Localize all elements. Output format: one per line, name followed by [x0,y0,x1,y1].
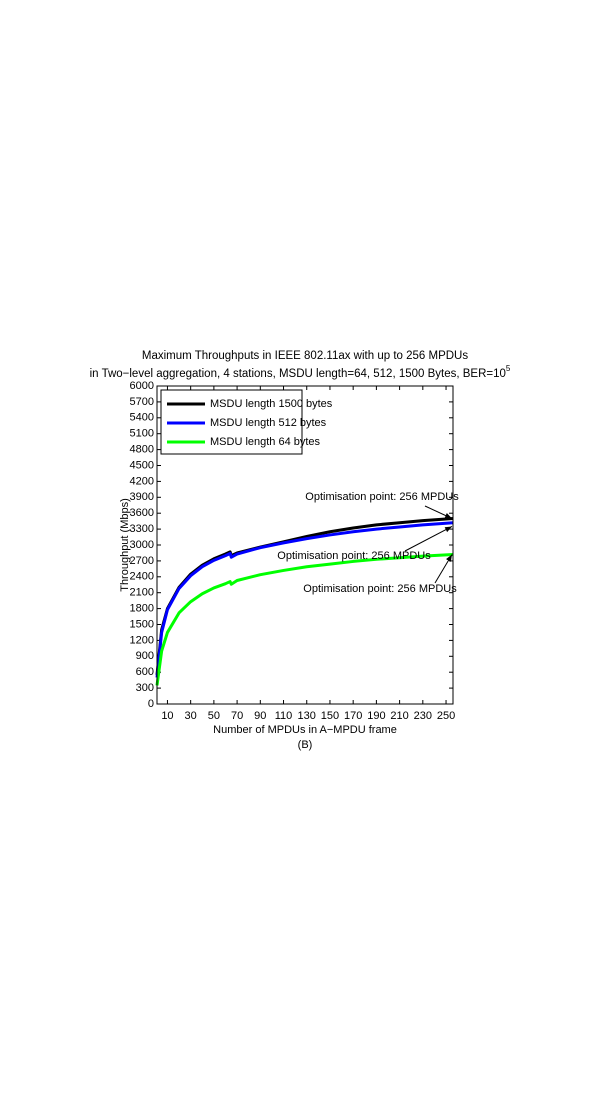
x-axis-label: Number of MPDUs in A−MPDU frame [213,724,397,736]
x-tick-label: 170 [344,710,362,722]
y-tick-label: 3600 [130,507,154,519]
annotation: Optimisation point: 256 MPDUs [305,491,459,503]
x-tick-label: 90 [254,710,266,722]
x-tick-label: 210 [390,710,408,722]
x-tick-label: 250 [437,710,455,722]
y-tick-label: 2700 [130,555,154,567]
chart-title: in Two−level aggregation, 4 stations, MS… [90,364,511,380]
subtitle: (B) [298,739,313,751]
y-tick-label: 2100 [130,587,154,599]
y-tick-label: 4800 [130,444,154,456]
plot-frame [156,385,454,705]
chart-title: Maximum Throughputs in IEEE 802.11ax wit… [142,350,468,362]
y-tick-label: 1500 [130,618,154,630]
annotation-arrow [434,554,453,584]
y-tick-label: 900 [136,650,154,662]
x-tick-label: 50 [208,710,220,722]
x-tick-label: 30 [185,710,197,722]
y-tick-label: 3300 [130,523,154,535]
series-line [155,553,454,686]
annotation-arrow [424,505,453,519]
annotation: Optimisation point: 256 MPDUs [303,583,457,595]
y-tick-label: 0 [148,698,154,710]
y-tick-label: 3900 [130,491,154,503]
x-tick-label: 150 [321,710,339,722]
x-tick-label: 70 [231,710,243,722]
title-superscript: 5 [506,364,511,373]
y-tick-label: 3000 [130,539,154,551]
annotation-arrow [404,526,453,552]
x-tick-label: 190 [367,710,385,722]
y-tick-label: 2400 [130,571,154,583]
legend-label: MSDU length 1500 bytes [210,398,333,410]
y-tick-label: 5100 [130,428,154,440]
x-tick-label: 10 [161,710,173,722]
y-axis-label: Throughput (Mbps) [119,498,131,592]
y-tick-label: 4200 [130,475,154,487]
x-tick-label: 230 [414,710,432,722]
x-tick-label: 130 [298,710,316,722]
legend-label: MSDU length 64 bytes [210,436,321,448]
y-tick-label: 6000 [130,380,154,392]
y-tick-label: 4500 [130,459,154,471]
x-tick-label: 110 [275,710,293,722]
legend-label: MSDU length 512 bytes [210,417,327,429]
y-tick-label: 1200 [130,634,154,646]
title-line: in Two−level aggregation, 4 stations, MS… [90,368,506,380]
y-tick-label: 300 [136,682,154,694]
y-tick-label: 5700 [130,396,154,408]
series-line [155,521,454,678]
y-tick-label: 1800 [130,603,154,615]
y-tick-label: 5400 [130,412,154,424]
annotation: Optimisation point: 256 MPDUs [277,550,431,562]
y-tick-label: 600 [136,666,154,678]
